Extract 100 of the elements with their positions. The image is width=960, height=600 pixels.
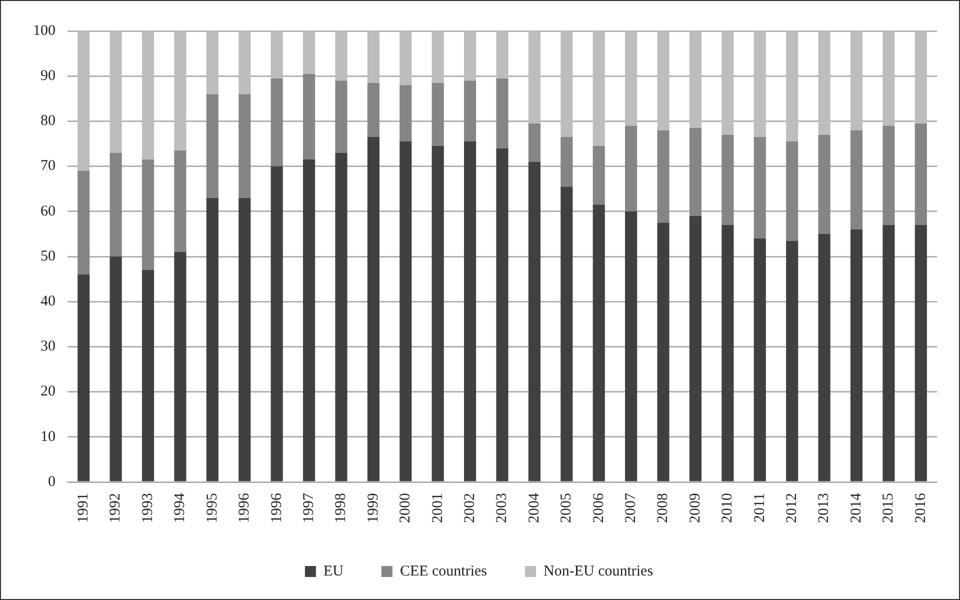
bar xyxy=(174,252,186,482)
bar xyxy=(882,126,895,225)
x-tick-label: 2001 xyxy=(430,493,446,523)
x-tick-label: 1997 xyxy=(300,492,317,523)
bar xyxy=(592,31,605,146)
x-tick-label: 1991 xyxy=(76,493,92,523)
bar xyxy=(625,211,638,482)
bar xyxy=(367,82,380,137)
bar xyxy=(367,31,380,83)
bar xyxy=(367,136,380,482)
x-tick-label: 1996 xyxy=(236,492,253,523)
bar xyxy=(528,162,540,482)
x-tick-label: 2003 xyxy=(494,493,510,523)
bar xyxy=(142,270,154,482)
bar xyxy=(689,128,702,216)
x-tick-label: 2015 xyxy=(880,493,897,523)
bar xyxy=(657,222,670,482)
x-tick-label: 2007 xyxy=(623,492,639,523)
bar xyxy=(302,31,316,74)
bar xyxy=(818,234,830,482)
y-tick-label: 90 xyxy=(40,68,56,84)
bar xyxy=(78,274,90,482)
bar xyxy=(335,31,348,81)
bar xyxy=(400,31,412,86)
x-tick-label: 1994 xyxy=(172,492,188,523)
bar xyxy=(882,31,895,126)
bar xyxy=(464,31,476,81)
x-tick-label: 2016 xyxy=(912,492,929,523)
x-tick-label: 2011 xyxy=(752,493,768,522)
bar xyxy=(238,31,251,94)
x-tick-label: 1995 xyxy=(204,493,220,523)
bar xyxy=(174,31,186,151)
bar xyxy=(850,31,863,130)
bar xyxy=(432,31,444,83)
y-tick-label: 70 xyxy=(40,158,56,174)
bar xyxy=(818,134,830,234)
bar xyxy=(238,94,251,198)
bar xyxy=(914,123,927,225)
bar xyxy=(850,229,863,482)
bar xyxy=(722,31,734,135)
bar xyxy=(722,224,734,482)
legend-label: Non-EU countries xyxy=(544,563,654,580)
bar xyxy=(206,31,218,94)
y-tick-label: 40 xyxy=(40,294,56,310)
x-tick-label: 2004 xyxy=(526,492,542,523)
x-tick-label: 2010 xyxy=(720,493,736,523)
bar xyxy=(432,82,444,146)
bar xyxy=(914,31,927,124)
bar xyxy=(270,31,283,78)
bar xyxy=(754,136,766,238)
bar xyxy=(689,216,702,482)
x-tick-label: 2013 xyxy=(816,493,832,523)
bar xyxy=(302,160,316,482)
y-tick-label: 30 xyxy=(40,338,56,355)
bar xyxy=(270,78,283,166)
bar xyxy=(914,224,927,482)
y-tick-label: 10 xyxy=(40,428,56,445)
x-tick-label: 2009 xyxy=(687,493,704,523)
bar xyxy=(142,31,154,160)
bar xyxy=(786,31,798,142)
bar xyxy=(400,85,412,142)
bar xyxy=(560,186,573,482)
bar xyxy=(110,31,122,153)
bar xyxy=(496,78,508,148)
bar xyxy=(270,166,283,482)
x-tick-label: 2012 xyxy=(784,493,800,523)
bar xyxy=(78,170,90,275)
y-tick-label: 60 xyxy=(40,203,56,220)
bar xyxy=(786,141,798,241)
bar xyxy=(464,141,476,482)
bar xyxy=(496,148,508,482)
bar xyxy=(625,31,638,126)
x-tick-label: 2006 xyxy=(590,492,607,523)
legend-label: EU xyxy=(323,563,344,580)
bar xyxy=(174,150,186,252)
bar xyxy=(592,204,605,482)
bar xyxy=(689,31,702,128)
bar xyxy=(786,240,798,482)
bar xyxy=(657,130,670,223)
bar xyxy=(78,31,90,171)
x-tick-label: 2014 xyxy=(848,492,864,523)
bar xyxy=(625,126,638,212)
x-tick-label: 1992 xyxy=(108,493,124,523)
bar xyxy=(657,31,670,130)
bar xyxy=(528,123,540,162)
bar xyxy=(560,31,573,137)
bar xyxy=(882,224,895,482)
bar xyxy=(110,152,122,256)
x-tick-label: 1998 xyxy=(333,493,350,523)
y-tick-label: 50 xyxy=(40,248,56,264)
bar xyxy=(206,94,218,198)
y-tick-label: 80 xyxy=(40,113,56,130)
bar xyxy=(335,80,348,153)
bar xyxy=(850,130,863,230)
bar xyxy=(464,80,476,142)
bar xyxy=(238,198,251,482)
bar xyxy=(754,238,766,482)
bar xyxy=(754,31,766,137)
x-tick-label: 2002 xyxy=(462,493,478,523)
x-tick-label: 2008 xyxy=(655,493,672,523)
